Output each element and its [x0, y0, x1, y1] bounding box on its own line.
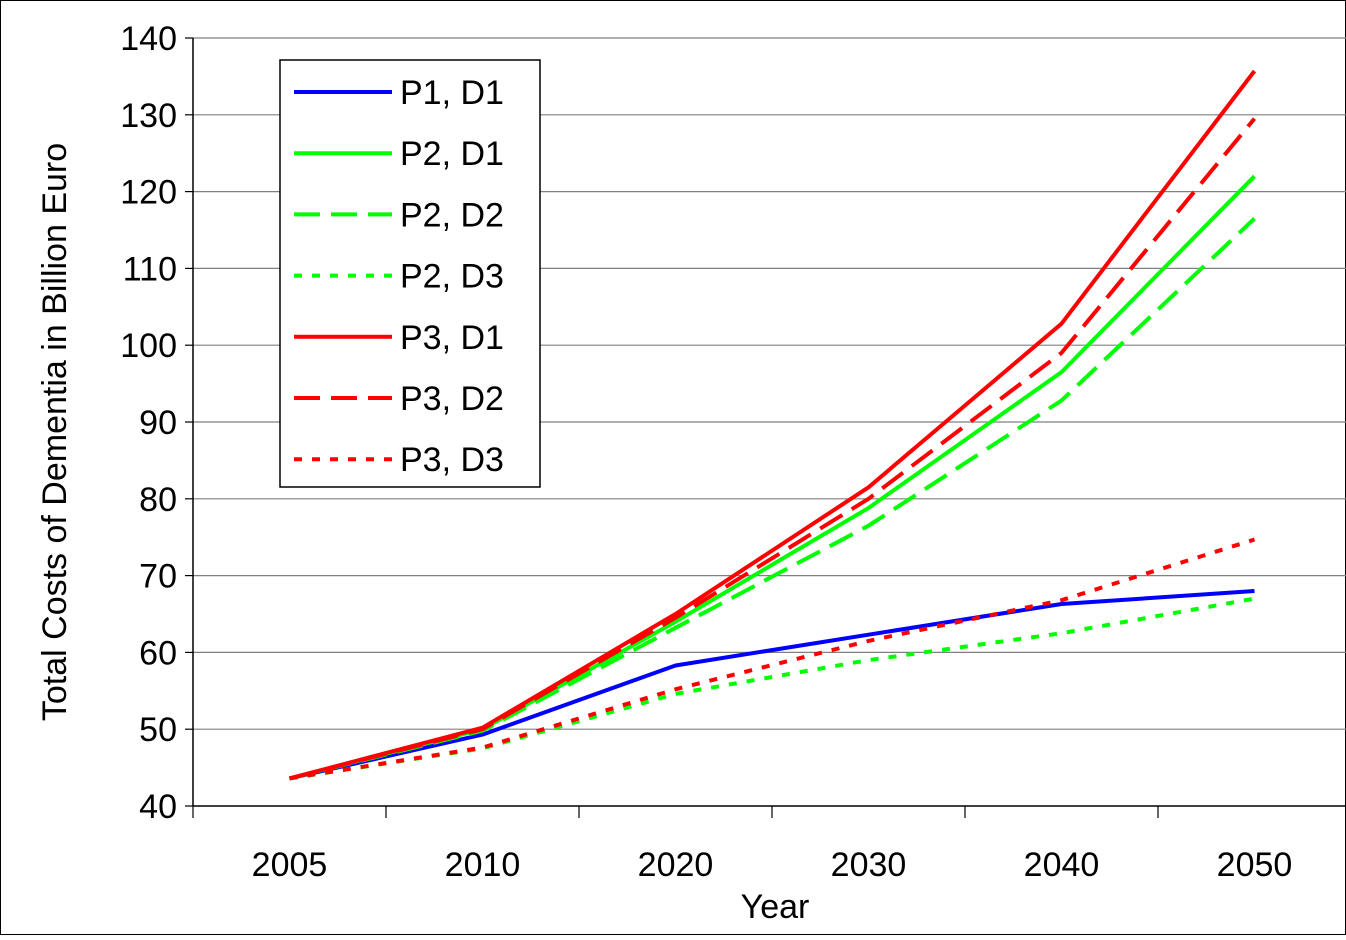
y-axis-title: Total Costs of Dementia in Billion Euro: [36, 143, 74, 721]
legend-label: P3, D3: [400, 441, 504, 479]
x-tick-label: 2030: [831, 846, 907, 884]
y-tick-label: 140: [120, 20, 177, 58]
legend-label: P2, D2: [400, 196, 504, 234]
x-axis-title: Year: [741, 888, 810, 926]
series-lines: [288, 69, 1257, 781]
y-tick-label: 130: [120, 97, 177, 135]
series-line: [289, 117, 1257, 781]
series-line: [289, 537, 1256, 781]
y-tick-label: 60: [139, 634, 177, 672]
y-tick-label: 100: [120, 327, 177, 365]
y-tick-label: 120: [120, 174, 177, 212]
x-tick-label: 2050: [1217, 846, 1293, 884]
x-tick-label: 2040: [1024, 846, 1100, 884]
y-tick-label: 50: [139, 711, 177, 749]
y-tick-label: 90: [139, 404, 177, 442]
legend-label: P2, D1: [400, 135, 504, 173]
legend: P1, D1 P2, D1 P2, D2 P2, D3 P3, D1 P3, D2 P3, …: [279, 59, 541, 488]
y-tick-label: 80: [139, 481, 177, 519]
legend-label: P3, D1: [400, 319, 504, 357]
y-tick-label: 40: [139, 788, 177, 826]
series-line: [289, 589, 1255, 781]
legend-label: P3, D2: [400, 380, 504, 418]
x-tick-label: 2020: [638, 846, 714, 884]
legend-label: P1, D1: [400, 74, 504, 112]
axes: 40 50 60 70 80 90 100 110 120 130 140 2005 2010 2020 2…: [120, 20, 1346, 884]
y-tick-label: 70: [139, 558, 177, 596]
x-tick-label: 2010: [445, 846, 521, 884]
x-tick-label: 2005: [252, 846, 328, 884]
y-tick-label: 110: [123, 250, 177, 288]
legend-box: [279, 59, 541, 488]
legend-label: P2, D3: [400, 258, 504, 296]
